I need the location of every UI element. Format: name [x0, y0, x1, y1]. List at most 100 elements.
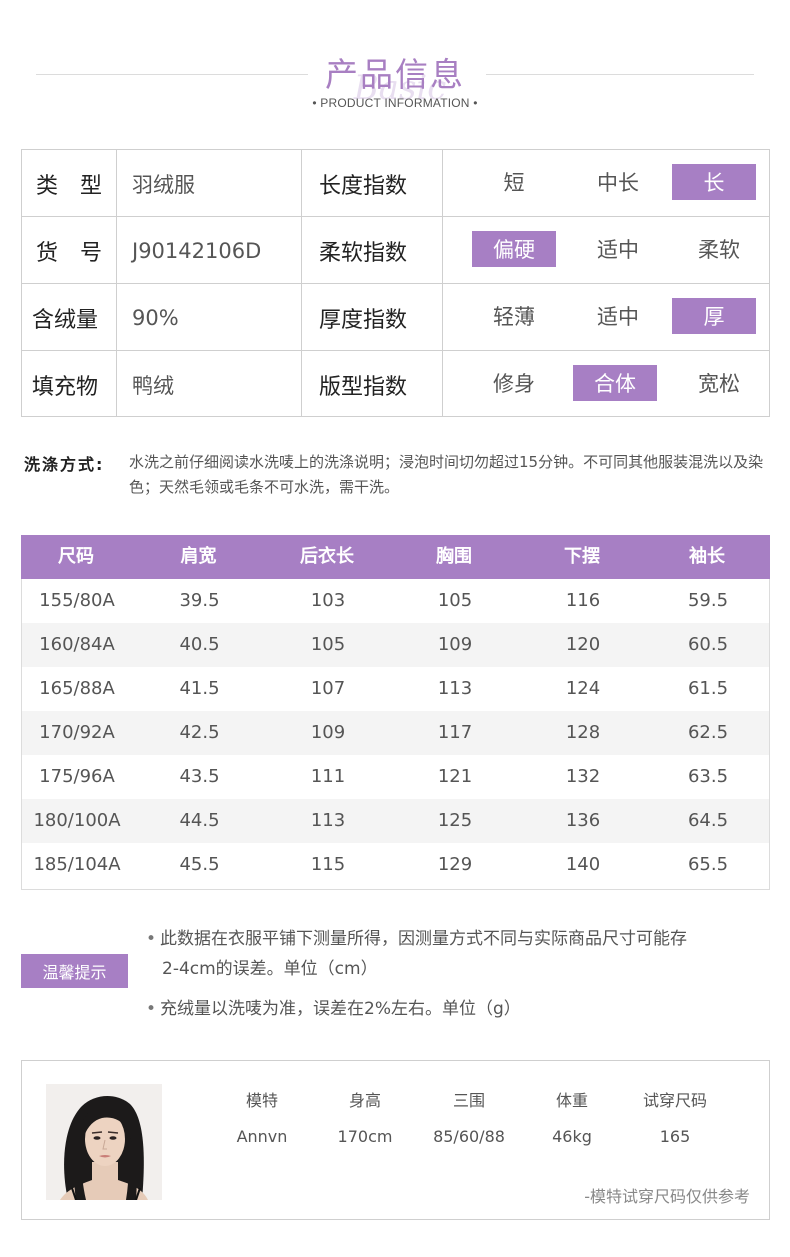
- tip-measurement-line2: 2-4cm的误差。单位（cm）: [162, 959, 378, 979]
- model-header-height: 身高: [348, 1091, 381, 1110]
- cell-sleeve: 62.5: [687, 722, 729, 743]
- bullet-icon: •: [146, 999, 157, 1019]
- cell-size: 170/92A: [39, 722, 115, 743]
- header-divider-left: [36, 74, 308, 75]
- cell-hem: 140: [565, 854, 601, 875]
- cell-back-length: 105: [310, 634, 346, 655]
- cell-back-length: 113: [310, 810, 346, 831]
- tip-measurement: • 此数据在衣服平铺下测量所得，因测量方式不同与实际商品尺寸可能存 2-4cm的误…: [146, 924, 736, 984]
- model-value-size: 165: [659, 1127, 691, 1146]
- cell-size: 165/88A: [39, 678, 115, 699]
- table-row: 175/96A 43.5 111 121 132 63.5: [22, 755, 769, 799]
- cell-back-length: 107: [310, 678, 346, 699]
- info-value-sku: J90142106D: [132, 238, 262, 263]
- size-table-header: 尺码 肩宽 后衣长 胸围 下摆 袖长: [21, 535, 770, 579]
- model-value-weight: 46kg: [552, 1127, 592, 1146]
- model-value-height: 170cm: [337, 1127, 393, 1146]
- cell-sleeve: 61.5: [687, 678, 729, 699]
- option-length-mid: 中长: [597, 171, 639, 195]
- model-size-note: -模特试穿尺码仅供参考: [584, 1187, 750, 1206]
- index-label-thickness: 厚度指数: [319, 307, 408, 333]
- model-header-weight: 体重: [555, 1091, 588, 1110]
- cell-chest: 109: [437, 634, 473, 655]
- option-fit-loose: 宽松: [698, 372, 740, 396]
- cell-chest: 113: [437, 678, 473, 699]
- row-divider: [22, 283, 769, 284]
- info-label-sku: 货 号: [36, 240, 103, 266]
- model-portrait-illustration: [46, 1084, 162, 1200]
- model-photo: [46, 1084, 162, 1200]
- cell-back-length: 115: [310, 854, 346, 875]
- index-label-softness: 柔软指数: [319, 240, 408, 266]
- row-divider: [22, 216, 769, 217]
- cell-shoulder: 41.5: [179, 678, 220, 699]
- cell-size: 185/104A: [33, 854, 121, 875]
- model-info-box: [21, 1060, 770, 1220]
- model-header-measurements: 三围: [452, 1091, 485, 1110]
- col-divider: [116, 150, 117, 416]
- cell-size: 155/80A: [39, 590, 115, 611]
- cell-hem: 136: [565, 810, 601, 831]
- option-thickness-thin: 轻薄: [493, 305, 535, 329]
- cell-sleeve: 63.5: [687, 766, 729, 787]
- cell-chest: 129: [437, 854, 473, 875]
- wash-instructions: 水洗之前仔细阅读水洗唛上的洗涤说明；浸泡时间切勿超过15分钟。不可同其他服装混洗…: [129, 453, 764, 496]
- cell-hem: 132: [565, 766, 601, 787]
- header-shoulder: 肩宽: [180, 546, 217, 567]
- tip-measurement-line1: 此数据在衣服平铺下测量所得，因测量方式不同与实际商品尺寸可能存: [160, 929, 688, 949]
- cell-shoulder: 39.5: [179, 590, 220, 611]
- bullet-icon: •: [146, 929, 157, 949]
- cell-sleeve: 64.5: [687, 810, 729, 831]
- option-fit-slim: 修身: [493, 372, 535, 396]
- header-divider-right: [486, 74, 754, 75]
- cell-sleeve: 59.5: [687, 590, 729, 611]
- cell-hem: 120: [565, 634, 601, 655]
- header-sleeve: 袖长: [689, 546, 725, 567]
- header-back-length: 后衣长: [300, 546, 354, 567]
- cell-sleeve: 65.5: [687, 854, 729, 875]
- tips-badge: 温馨提示: [21, 954, 128, 988]
- product-info-table: 类 型 羽绒服 长度指数 短 中长 长 货 号 J90142106D 柔软指数 …: [21, 149, 770, 417]
- info-value-down-content: 90%: [132, 305, 179, 330]
- option-length-long-selected: 长: [672, 164, 756, 200]
- cell-size: 180/100A: [33, 810, 121, 831]
- table-row: 165/88A 41.5 107 113 124 61.5: [22, 667, 769, 711]
- option-fit-regular-selected: 合体: [573, 365, 657, 401]
- cell-sleeve: 60.5: [687, 634, 729, 655]
- cell-size: 160/84A: [39, 634, 115, 655]
- option-softness-soft: 柔软: [698, 238, 740, 262]
- cell-shoulder: 45.5: [179, 854, 220, 875]
- cell-chest: 105: [437, 590, 473, 611]
- table-row: 180/100A 44.5 113 125 136 64.5: [22, 799, 769, 843]
- header-script-decoration: Basic: [353, 68, 447, 108]
- model-value-measurements: 85/60/88: [433, 1127, 505, 1146]
- table-row: 185/104A 45.5 115 129 140 65.5: [22, 843, 769, 887]
- option-softness-hard-selected: 偏硬: [472, 231, 556, 267]
- option-length-short: 短: [503, 171, 525, 195]
- tip-down-content-text: 充绒量以洗唛为准，误差在2%左右。单位（g）: [160, 999, 521, 1019]
- cell-chest: 117: [437, 722, 473, 743]
- index-label-fit: 版型指数: [319, 374, 408, 400]
- cell-shoulder: 44.5: [179, 810, 220, 831]
- col-divider: [301, 150, 302, 416]
- model-value-name: Annvn: [236, 1127, 288, 1146]
- cell-shoulder: 42.5: [179, 722, 220, 743]
- info-value-type: 羽绒服: [132, 172, 195, 197]
- model-header-size: 试穿尺码: [642, 1091, 707, 1110]
- cell-chest: 121: [437, 766, 473, 787]
- option-thickness-thick-selected: 厚: [672, 298, 756, 334]
- cell-chest: 125: [437, 810, 473, 831]
- cell-hem: 128: [565, 722, 601, 743]
- cell-shoulder: 40.5: [179, 634, 220, 655]
- table-row: 155/80A 39.5 103 105 116 59.5: [22, 579, 769, 623]
- cell-back-length: 103: [310, 590, 346, 611]
- info-value-filling: 鸭绒: [132, 373, 174, 398]
- cell-back-length: 109: [310, 722, 346, 743]
- cell-hem: 116: [565, 590, 601, 611]
- wash-label: 洗涤方式:: [24, 455, 105, 474]
- info-label-down-content: 含绒量: [32, 307, 99, 333]
- row-divider: [22, 350, 769, 351]
- option-thickness-medium: 适中: [597, 305, 639, 329]
- info-label-type: 类 型: [36, 173, 103, 199]
- size-table: 尺码 肩宽 后衣长 胸围 下摆 袖长 155/80A 39.5 103 105 …: [21, 535, 770, 890]
